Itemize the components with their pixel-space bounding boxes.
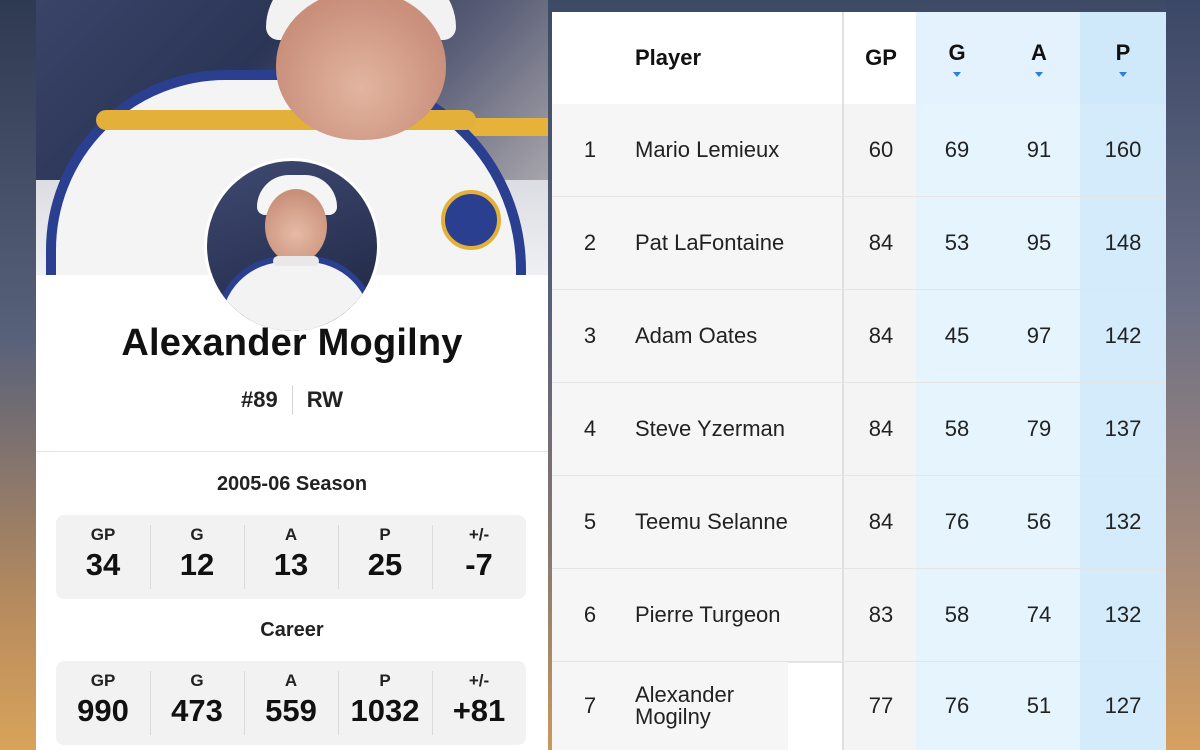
career-stats: GP 990 G 473 A 559 P 1032 +/- +81 [56,661,526,745]
cell-player: Steve Yzerman [628,383,842,475]
table-row[interactable]: 2 Pat LaFontaine 84 53 95 148 [552,197,1166,291]
cell-p: 132 [1080,569,1166,661]
season-stat-plus-minus: +/- -7 [432,515,526,599]
cell-p: 160 [1080,104,1166,196]
cell-a: 74 [998,569,1080,661]
season-stats: GP 34 G 12 A 13 P 25 +/- -7 [56,515,526,599]
table-header: Player GP G A P [552,12,1166,106]
cell-rank: 7 [552,662,628,750]
cell-rank: 6 [552,569,628,661]
table-row[interactable]: 4 Steve Yzerman 84 58 79 137 [552,383,1166,477]
cell-player: Adam Oates [628,290,842,382]
cell-rank: 4 [552,383,628,475]
cell-rank: 2 [552,197,628,289]
cell-a: 95 [998,197,1080,289]
jersey-number: #89 [241,387,278,412]
hero-photo [36,0,548,275]
leaderboard-table: Player GP G A P 1 Mario Lemieux 60 69 91… [552,12,1166,750]
table-row[interactable]: 3 Adam Oates 84 45 97 142 [552,290,1166,384]
season-stat-gp: GP 34 [85,525,121,582]
table-row[interactable]: 1 Mario Lemieux 60 69 91 160 [552,104,1166,198]
cell-gp: 84 [842,197,918,289]
table-row[interactable]: 6 Pierre Turgeon 83 58 74 132 [552,569,1166,663]
cell-g: 53 [916,197,998,289]
career-title: Career [260,619,324,641]
cell-a: 91 [998,104,1080,196]
table-row[interactable]: 7 Alexander Mogilny 77 76 51 127 [552,662,1166,750]
cell-player: Pierre Turgeon [628,569,842,661]
career-stat-gp: GP 990 [77,671,129,728]
player-position: RW [306,387,343,412]
background-right [1166,0,1200,750]
cell-gp: 77 [842,662,918,750]
sort-caret-icon [1035,71,1043,77]
cell-player: Mario Lemieux [628,104,842,196]
header-p[interactable]: P [1080,12,1166,104]
career-stat-g: G 473 [150,661,244,745]
cell-a: 51 [998,662,1080,750]
cell-p: 137 [1080,383,1166,475]
season-stat-a: A 13 [244,515,338,599]
table-row[interactable]: 5 Teemu Selanne 84 76 56 132 [552,476,1166,570]
cell-p: 142 [1080,290,1166,382]
cell-player: Alexander Mogilny [628,662,788,750]
header-player[interactable]: Player [635,45,702,70]
divider [36,451,548,452]
cell-player: Teemu Selanne [628,476,842,568]
cell-g: 45 [916,290,998,382]
cell-rank: 3 [552,290,628,382]
cell-a: 79 [998,383,1080,475]
meta-divider [291,385,293,415]
season-stat-g: G 12 [150,515,244,599]
cell-p: 148 [1080,197,1166,289]
player-card: Alexander Mogilny #89 RW 2005-06 Season … [36,0,548,750]
cell-p: 132 [1080,476,1166,568]
header-a[interactable]: A [998,12,1080,104]
player-meta: #89 RW [36,385,548,415]
header-rank [552,12,628,104]
cell-gp: 83 [842,569,918,661]
sort-caret-icon [953,71,961,77]
season-title: 2005-06 Season [216,473,368,495]
cell-g: 69 [916,104,998,196]
avatar [204,158,380,334]
cell-g: 76 [916,476,998,568]
cell-p: 127 [1080,662,1166,750]
header-g[interactable]: G [916,12,998,104]
header-gp[interactable]: GP [842,12,918,104]
cell-a: 97 [998,290,1080,382]
cell-g: 76 [916,662,998,750]
cell-rank: 5 [552,476,628,568]
team-logo-patch [441,190,501,250]
sort-caret-icon [1119,71,1127,77]
season-stat-p: P 25 [338,515,432,599]
cell-gp: 84 [842,476,918,568]
career-stat-a: A 559 [244,661,338,745]
cell-a: 56 [998,476,1080,568]
background-left [0,0,36,750]
career-stat-plus-minus: +/- +81 [432,661,526,745]
cell-g: 58 [916,569,998,661]
career-stat-p: P 1032 [338,661,432,745]
cell-gp: 84 [842,383,918,475]
cell-gp: 84 [842,290,918,382]
cell-player: Pat LaFontaine [628,197,842,289]
cell-gp: 60 [842,104,918,196]
cell-rank: 1 [552,104,628,196]
player-name: Alexander Mogilny [121,322,463,364]
cell-g: 58 [916,383,998,475]
